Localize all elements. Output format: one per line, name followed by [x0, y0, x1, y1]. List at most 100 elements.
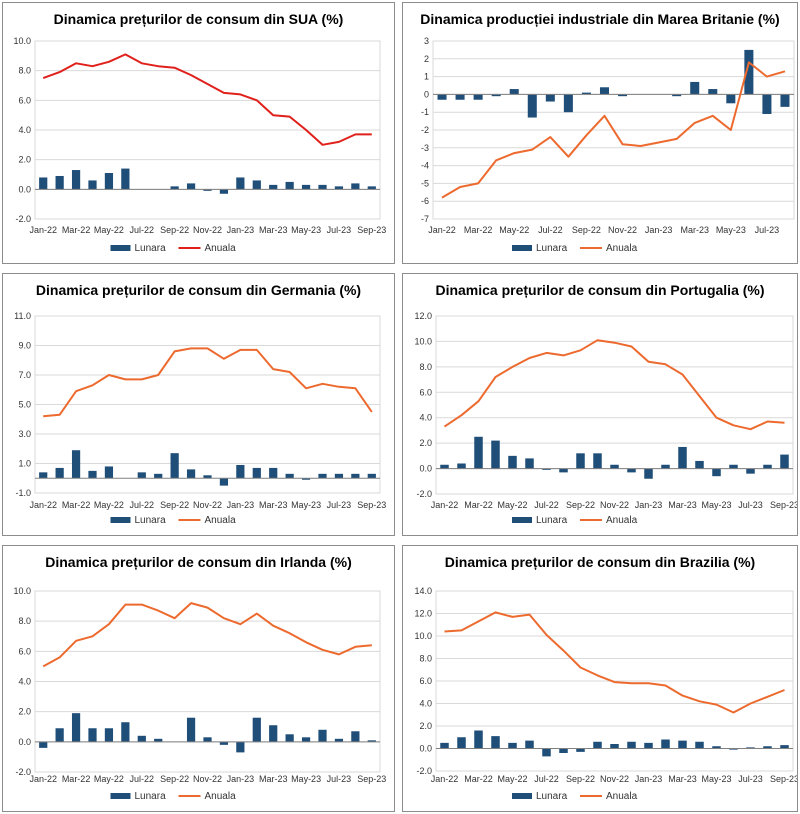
bar-lunara: [154, 738, 163, 742]
y-tick-label: 10.0: [13, 36, 31, 46]
bar-lunara: [661, 739, 670, 749]
y-tick-label: 0.0: [419, 744, 432, 754]
x-tick-label: Jul-22: [130, 225, 155, 235]
bar-lunara: [474, 436, 483, 469]
y-tick-label: 10.0: [414, 336, 432, 346]
bar-lunara: [301, 478, 311, 480]
x-tick-label: Sep-22: [160, 774, 189, 784]
y-tick-label: 1: [424, 72, 429, 82]
x-tick-label: Jul-23: [327, 774, 352, 784]
y-tick-label: 3.0: [18, 429, 31, 439]
bar-lunara: [39, 177, 48, 190]
bar-lunara: [269, 467, 278, 479]
bar-lunara: [780, 94, 790, 107]
bar-lunara: [525, 740, 534, 749]
y-tick-label: 7.0: [18, 370, 31, 380]
bar-lunara: [763, 464, 772, 469]
legend-swatch-lunara: [110, 245, 131, 251]
x-tick-label: Nov-22: [193, 774, 222, 784]
y-tick-label: 8.0: [419, 362, 432, 372]
bar-lunara: [351, 183, 360, 190]
bar-lunara: [104, 173, 114, 190]
y-tick-label: 12.0: [414, 311, 432, 321]
x-tick-label: Sep-22: [566, 500, 595, 510]
bar-lunara: [285, 734, 294, 742]
chart-svg: Dinamica prețurilor de consum din Irland…: [13, 554, 386, 802]
legend-label-anuala: Anuala: [205, 243, 237, 254]
x-tick-label: May-22: [499, 225, 529, 235]
x-tick-label: May-22: [497, 774, 527, 784]
bar-lunara: [121, 168, 130, 190]
x-tick-label: Jan-22: [431, 774, 459, 784]
bar-lunara: [88, 470, 97, 479]
legend-label-lunara: Lunara: [135, 791, 167, 802]
y-tick-label: 0.0: [18, 737, 31, 747]
chart-svg: Dinamica prețurilor de consum din Portug…: [414, 282, 797, 526]
bar-lunara: [71, 450, 81, 479]
chart-title: Dinamica prețurilor de consum din German…: [36, 282, 361, 298]
bar-lunara: [661, 464, 670, 469]
x-tick-label: Jan-22: [431, 500, 459, 510]
bar-lunara: [367, 473, 376, 479]
x-tick-label: Mar-22: [464, 774, 493, 784]
bar-lunara: [542, 748, 551, 757]
y-tick-label: 6.0: [419, 676, 432, 686]
y-tick-label: 6.0: [18, 95, 31, 105]
y-tick-label: 4.0: [18, 677, 31, 687]
bar-lunara: [440, 464, 449, 469]
bar-lunara: [252, 180, 261, 190]
bar-lunara: [763, 746, 772, 749]
chart-svg: Dinamica prețurilor de consum din SUA (%…: [13, 11, 386, 254]
y-tick-label: 2: [424, 54, 429, 64]
bar-lunara: [252, 467, 261, 479]
bar-lunara: [55, 728, 64, 742]
bar-lunara: [351, 731, 360, 742]
bar-lunara: [593, 741, 602, 749]
bar-lunara: [563, 94, 573, 113]
bar-lunara: [627, 468, 636, 473]
bar-lunara: [576, 748, 585, 752]
bar-lunara: [729, 464, 738, 469]
x-tick-label: Mar-22: [464, 225, 493, 235]
x-tick-label: Mar-23: [668, 500, 697, 510]
line-anuala: [42, 602, 372, 668]
bar-lunara: [712, 746, 721, 749]
bar-lunara: [695, 741, 704, 749]
legend-label-anuala: Anuala: [606, 791, 638, 802]
line-anuala: [42, 53, 372, 146]
bar-lunara: [367, 740, 376, 742]
y-tick-label: -2.0: [416, 489, 432, 499]
x-tick-label: Sep-22: [160, 500, 189, 510]
x-tick-label: Sep-23: [357, 500, 386, 510]
x-tick-label: Sep-22: [572, 225, 601, 235]
y-tick-label: 3: [424, 36, 429, 46]
bar-lunara: [285, 473, 294, 479]
legend-swatch-lunara: [512, 245, 532, 251]
chart-title: Dinamica prețurilor de consum din Brazil…: [445, 554, 755, 570]
line-anuala: [443, 339, 785, 431]
y-tick-label: 11.0: [14, 311, 31, 321]
bar-lunara: [137, 472, 146, 479]
legend-label-anuala: Anuala: [205, 515, 237, 526]
y-tick-label: 2.0: [419, 721, 432, 731]
x-tick-label: May-23: [701, 774, 731, 784]
bar-lunara: [744, 49, 754, 95]
x-tick-label: Nov-22: [608, 225, 637, 235]
bar-lunara: [55, 467, 64, 479]
bar-lunara: [780, 745, 789, 749]
line-anuala: [444, 611, 785, 714]
x-tick-label: May-22: [497, 500, 527, 510]
bar-lunara: [545, 94, 555, 102]
bar-lunara: [644, 742, 653, 749]
x-tick-label: May-23: [716, 225, 746, 235]
y-tick-label: -3: [421, 143, 429, 153]
x-tick-label: Jul-22: [538, 225, 563, 235]
x-tick-label: Nov-22: [193, 500, 222, 510]
y-tick-label: 10.0: [13, 586, 31, 596]
x-tick-label: Jan-22: [29, 500, 57, 510]
x-tick-label: Jul-23: [738, 500, 763, 510]
bar-lunara: [746, 747, 755, 749]
bar-lunara: [367, 186, 376, 190]
x-tick-label: Sep-23: [770, 500, 797, 510]
bar-lunara: [219, 478, 229, 486]
